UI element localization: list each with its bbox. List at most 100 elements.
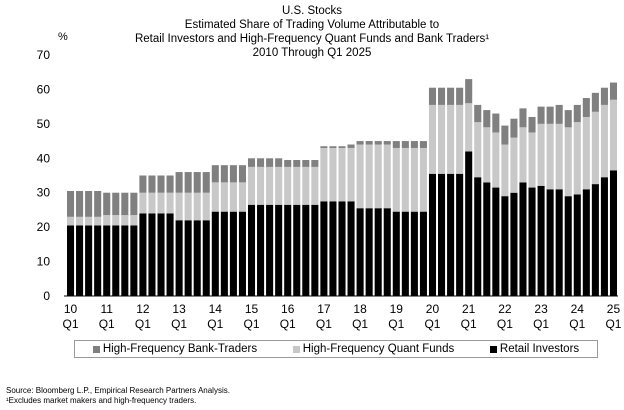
bar-segment-quant	[483, 127, 491, 183]
bar-segment-retail	[591, 184, 599, 296]
bar-segment-bank	[229, 165, 237, 183]
bar-segment-bank	[465, 79, 473, 104]
bar-segment-retail	[338, 201, 346, 296]
bar-segment-bank	[320, 146, 328, 148]
legend-swatch-bank-traders	[92, 345, 100, 353]
bar-segment-quant	[130, 215, 138, 226]
bar-segment-retail	[238, 211, 246, 296]
bar-segment-quant	[392, 147, 400, 212]
y-tick-label: 70	[37, 48, 51, 62]
bar-segment-quant	[609, 99, 618, 171]
x-tick-quarter-label: Q1	[207, 317, 223, 331]
bar-segment-bank	[67, 190, 75, 217]
y-tick-label: 30	[37, 186, 51, 200]
bar-segment-retail	[247, 204, 256, 296]
bar-segment-bank	[103, 192, 111, 216]
bar-segment-retail	[220, 211, 228, 296]
y-axis-unit-label: %	[58, 31, 68, 43]
bar-segment-bank	[401, 141, 409, 148]
bar-segment-retail	[528, 187, 536, 296]
bar-segment-retail	[573, 194, 581, 296]
bar-segment-bank	[546, 106, 554, 124]
bar-segment-quant	[139, 192, 147, 214]
x-tick-year-label: 25	[607, 302, 621, 316]
bar-segment-bank	[266, 158, 274, 167]
bar-segment-retail	[257, 204, 265, 296]
bar-segment-quant	[356, 144, 364, 209]
bar-segment-bank	[76, 190, 84, 217]
bar-segment-quant	[229, 182, 237, 212]
bar-segment-bank	[94, 190, 102, 217]
exclusion-note: ¹Excludes market makers and high-frequen…	[6, 396, 197, 405]
bar-segment-bank	[501, 125, 509, 145]
bar-segment-bank	[419, 141, 427, 148]
bar-segment-bank	[175, 172, 183, 193]
bar-segment-bank	[447, 87, 455, 105]
bar-segment-retail	[546, 189, 554, 296]
bar-segment-bank	[85, 190, 93, 217]
bar-segment-bank	[184, 172, 192, 193]
x-tick-quarter-label: Q1	[316, 317, 332, 331]
x-tick-quarter-label: Q1	[605, 317, 621, 331]
bar-segment-bank	[456, 87, 464, 105]
bar-segment-quant	[564, 127, 572, 197]
bar-segment-quant	[374, 144, 382, 209]
bar-segment-retail	[157, 213, 165, 296]
bar-segment-quant	[438, 104, 446, 174]
x-tick-quarter-label: Q1	[461, 317, 477, 331]
bar-segment-bank	[311, 160, 319, 167]
chart-legend: High-Frequency Bank-Traders High-Frequen…	[74, 340, 598, 358]
x-tick-year-label: 10	[64, 302, 78, 316]
bar-segment-retail	[121, 225, 129, 296]
bar-segment-quant	[510, 137, 518, 193]
bar-segment-retail	[166, 213, 174, 296]
bar-segment-retail	[175, 220, 183, 296]
x-tick-quarter-label: Q1	[388, 317, 404, 331]
bar-segment-bank	[193, 172, 201, 193]
bar-segment-retail	[474, 177, 482, 296]
bar-segment-retail	[401, 211, 409, 296]
x-tick-quarter-label: Q1	[244, 317, 260, 331]
bar-segment-retail	[492, 187, 500, 296]
x-tick-quarter-label: Q1	[352, 317, 368, 331]
bar-segment-retail	[564, 196, 572, 296]
bar-segment-quant	[193, 192, 201, 221]
bar-segment-bank	[573, 104, 581, 123]
bar-segment-bank	[130, 192, 138, 216]
bar-segment-quant	[211, 182, 219, 212]
bar-segment-bank	[474, 104, 482, 123]
legend-label-retail-investors: Retail Investors	[499, 343, 580, 355]
x-tick-year-label: 13	[172, 302, 186, 316]
x-tick-quarter-label: Q1	[63, 317, 79, 331]
bar-segment-retail	[365, 208, 373, 296]
bar-segment-retail	[456, 173, 464, 296]
bar-segment-retail	[94, 225, 102, 296]
bar-segment-retail	[184, 220, 192, 296]
bar-segment-quant	[329, 147, 337, 202]
bar-segment-bank	[510, 118, 518, 138]
bar-segment-quant	[492, 132, 500, 188]
bar-segment-bank	[600, 87, 608, 105]
bar-segment-bank	[438, 87, 446, 105]
bar-segment-bank	[202, 172, 210, 193]
legend-swatch-quant-funds	[292, 345, 300, 353]
bar-segment-retail	[139, 213, 147, 296]
bar-segment-quant	[293, 166, 301, 205]
bar-segment-quant	[103, 215, 111, 226]
title-line-3: Retail Investors and High-Frequency Quan…	[134, 33, 490, 45]
bar-segment-bank	[148, 175, 156, 193]
bar-segment-bank	[428, 87, 437, 105]
bar-segment-retail	[85, 225, 93, 296]
bar-segment-retail	[519, 182, 527, 296]
bar-segment-quant	[401, 147, 409, 212]
bar-segment-bank	[238, 165, 246, 183]
legend-item-retail-investors: Retail Investors	[489, 343, 580, 355]
bar-segment-quant	[501, 144, 509, 197]
stacked-bar-chart: 010203040506070%10Q111Q112Q113Q114Q115Q1…	[37, 31, 622, 331]
bar-segment-quant	[591, 111, 599, 185]
bar-segment-bank	[356, 141, 364, 145]
bar-segment-quant	[474, 122, 482, 178]
x-tick-quarter-label: Q1	[569, 317, 585, 331]
bar-segment-bank	[374, 141, 382, 145]
bar-segment-quant	[247, 166, 256, 205]
